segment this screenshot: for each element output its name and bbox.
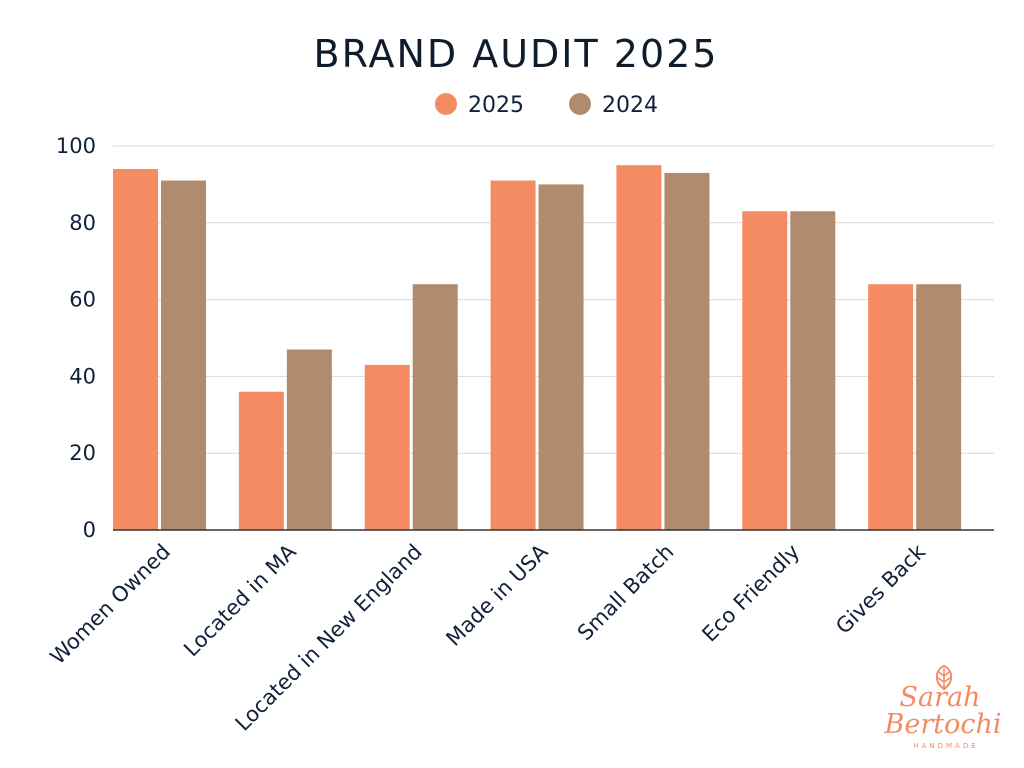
x-category-label-made-in-usa: Made in USA xyxy=(441,539,553,651)
bar-small-batch-2025 xyxy=(616,165,662,530)
legend-label-2024: 2024 xyxy=(602,93,658,118)
bar-located-in-ma-2024 xyxy=(286,349,332,530)
x-category-label-women-owned: Women Owned xyxy=(46,540,175,669)
x-category-label-located-in-ma: Located in MA xyxy=(179,539,301,661)
y-tick-label-80: 80 xyxy=(69,211,96,235)
bar-eco-friendly-2024 xyxy=(790,211,836,530)
x-category-label-small-batch: Small Batch xyxy=(573,540,679,646)
y-tick-label-100: 100 xyxy=(56,134,96,158)
bar-women-owned-2024 xyxy=(161,180,206,530)
logo-line-2: Bertochi xyxy=(884,709,1002,740)
bars xyxy=(113,165,962,531)
x-category-label-gives-back: Gives Back xyxy=(831,539,931,639)
bar-made-in-usa-2024 xyxy=(538,184,584,530)
chart-title: BRAND AUDIT 2025 xyxy=(314,32,719,76)
bar-small-batch-2024 xyxy=(664,172,710,530)
leaf-icon xyxy=(935,664,953,691)
bar-gives-back-2025 xyxy=(868,284,914,530)
legend-marker-2024 xyxy=(569,93,591,115)
bar-made-in-usa-2025 xyxy=(490,180,536,530)
y-tick-label-40: 40 xyxy=(69,364,96,388)
bar-eco-friendly-2025 xyxy=(742,211,788,530)
brand-logo: Sarah Bertochi HANDMADE xyxy=(884,664,1002,750)
y-axis-ticks: 0 20 40 60 80 100 xyxy=(56,134,96,542)
legend-label-2025: 2025 xyxy=(468,93,524,118)
bar-located-in-new-england-2025 xyxy=(364,364,410,530)
logo-line-1: Sarah xyxy=(900,682,981,713)
bar-gives-back-2024 xyxy=(916,284,962,530)
bar-women-owned-2025 xyxy=(113,169,158,531)
legend-marker-2025 xyxy=(435,93,457,115)
bar-located-in-new-england-2024 xyxy=(412,284,458,530)
legend: 2025 2024 xyxy=(435,93,658,118)
y-tick-label-0: 0 xyxy=(83,518,96,542)
x-category-label-eco-friendly: Eco Friendly xyxy=(697,540,804,647)
y-tick-label-20: 20 xyxy=(69,441,96,465)
logo-line-3: HANDMADE xyxy=(913,742,978,750)
bar-located-in-ma-2025 xyxy=(238,391,284,530)
y-tick-label-60: 60 xyxy=(69,288,96,312)
